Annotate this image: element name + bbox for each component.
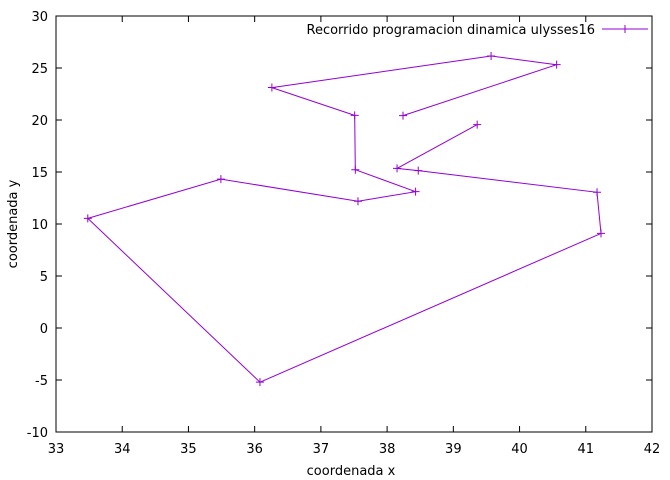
x-tick-label: 33 bbox=[48, 442, 65, 457]
plot-frame bbox=[55, 15, 653, 433]
data-point-marker bbox=[353, 197, 362, 206]
y-tick-label: 0 bbox=[40, 322, 48, 337]
y-tick-label: 25 bbox=[31, 62, 48, 77]
y-tick-label: -5 bbox=[35, 374, 48, 389]
data-point-marker bbox=[411, 187, 420, 196]
legend-marker bbox=[621, 25, 629, 33]
data-point-marker bbox=[216, 175, 225, 184]
x-tick-label: 38 bbox=[379, 442, 396, 457]
data-point-marker bbox=[83, 214, 92, 223]
x-tick-label: 39 bbox=[445, 442, 462, 457]
legend: Recorrido programacion dinamica ulysses1… bbox=[307, 23, 648, 38]
data-point-marker bbox=[393, 164, 402, 173]
y-tick-label: 15 bbox=[31, 166, 48, 181]
tick-labels: 33 34 35 36 37 38 39 40 41 42 -10 -5 0 5 10 15 20 25 30 bbox=[27, 10, 661, 457]
y-tick-label: 5 bbox=[40, 270, 48, 285]
axis-ticks bbox=[55, 15, 653, 433]
legend-label: Recorrido programacion dinamica ulysses1… bbox=[307, 23, 596, 38]
data-point-marker bbox=[414, 166, 423, 175]
y-tick-label: 30 bbox=[31, 10, 48, 25]
series-line bbox=[86, 55, 602, 383]
data-point-marker bbox=[351, 165, 360, 174]
data-point-marker bbox=[597, 229, 606, 238]
data-point-marker bbox=[399, 111, 408, 120]
x-tick-label: 42 bbox=[644, 442, 661, 457]
y-tick-label: -10 bbox=[27, 426, 48, 441]
x-tick-label: 40 bbox=[511, 442, 528, 457]
x-tick-label: 34 bbox=[114, 442, 131, 457]
data-point-marker bbox=[255, 378, 264, 387]
x-tick-label: 41 bbox=[578, 442, 595, 457]
x-tick-label: 37 bbox=[313, 442, 330, 457]
data-point-marker bbox=[350, 111, 359, 120]
data-point-marker bbox=[552, 60, 561, 69]
y-tick-label: 10 bbox=[31, 218, 48, 233]
data-point-marker bbox=[473, 120, 482, 129]
data-point-marker bbox=[267, 83, 276, 92]
data-point-marker bbox=[487, 52, 496, 61]
x-tick-label: 35 bbox=[180, 442, 197, 457]
x-axis-label: coordenada x bbox=[307, 464, 396, 479]
y-axis-label: coordenada y bbox=[6, 179, 21, 268]
x-tick-label: 36 bbox=[246, 442, 263, 457]
series-layer bbox=[83, 52, 606, 387]
data-point-marker bbox=[593, 188, 602, 197]
y-tick-label: 20 bbox=[31, 114, 48, 129]
